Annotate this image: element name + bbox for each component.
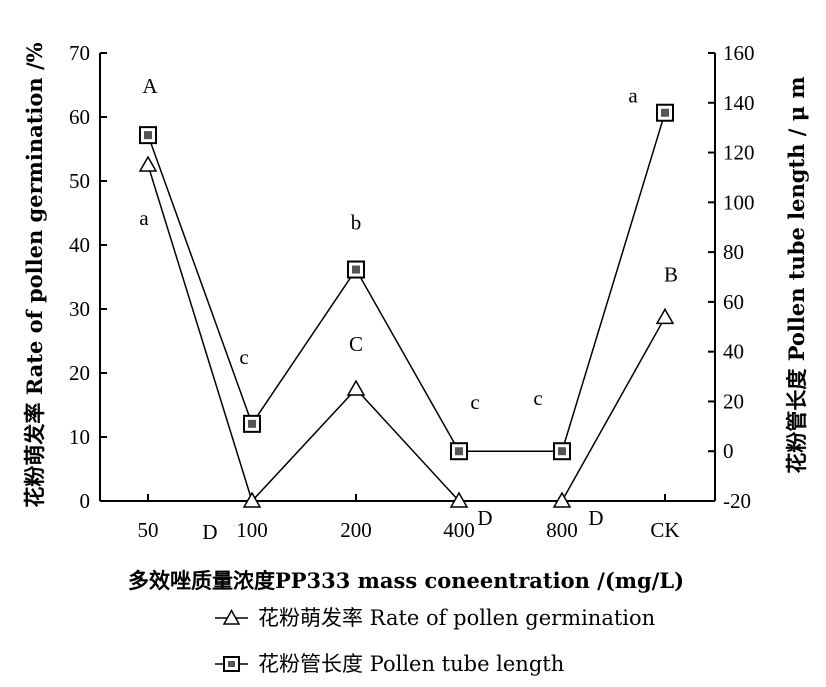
y-tick-label-left: 40	[69, 233, 90, 257]
germination-point	[655, 307, 675, 325]
y-axis-title-right: 花粉管长度 Pollen tube length / μ m	[784, 76, 809, 473]
y-tick-label-left: 0	[80, 489, 91, 513]
y-tick-label-left: 50	[69, 169, 90, 193]
germination-point	[346, 379, 366, 396]
legend-label-germination: 花粉萌发率 Rate of pollen germination	[258, 606, 655, 630]
x-tick-label: CK	[650, 518, 679, 542]
germination-significance-label: D	[477, 506, 492, 530]
y-tick-label-right: 20	[723, 389, 744, 413]
y-tick-label-left: 30	[69, 297, 90, 321]
tube-length-significance-label: c	[533, 386, 542, 410]
tube-length-point-fill	[352, 265, 360, 274]
right-tick-group: -20 0 20 40 60 80 100 120 140 160	[708, 41, 755, 513]
x-tick-label: 400	[443, 518, 475, 542]
germination-significance-label: D	[588, 506, 603, 530]
y-tick-label-left: 10	[69, 425, 90, 449]
y-tick-label-right: 80	[723, 240, 744, 264]
y-tick-label-right: 40	[723, 340, 744, 364]
tube-length-point-fill	[455, 447, 463, 456]
series-lines	[147, 112, 666, 503]
y-tick-label-right: 120	[723, 141, 755, 165]
x-tick-label: 200	[340, 518, 372, 542]
y-tick-label-right: -20	[723, 489, 751, 513]
tube-length-point-fill	[144, 131, 152, 140]
series-line-germination	[147, 164, 666, 503]
tube-length-point-fill	[661, 108, 669, 117]
tube-length-significance-label: a	[628, 84, 638, 108]
y-axis-title-left: 花粉萌发率 Rate of pollen germination /%	[22, 42, 47, 507]
germination-significance-label: a	[139, 206, 149, 230]
axes	[99, 53, 716, 502]
legend-item-germination: 花粉萌发率 Rate of pollen germination	[215, 606, 655, 630]
tube-length-significance-label: A	[142, 74, 158, 98]
legend: 花粉萌发率 Rate of pollen germination 花粉管长度 P…	[215, 606, 655, 676]
y-tick-label-left: 70	[69, 41, 90, 65]
x-tick-group: 50 100 200 400 800 CK	[138, 494, 680, 542]
significance-labels: a D C D D B Ac b c c a	[139, 74, 678, 544]
x-tick-label: 100	[236, 518, 268, 542]
y-tick-label-right: 140	[723, 91, 755, 115]
tube-length-point-fill	[558, 447, 566, 456]
y-tick-label-left: 60	[69, 105, 90, 129]
y-tick-label-right: 0	[723, 439, 734, 463]
legend-square-marker-fill	[228, 661, 235, 667]
germination-point	[138, 155, 158, 172]
x-tick-label: 50	[138, 518, 159, 542]
left-tick-group: 0 10 20 30 40 50 60 70	[69, 41, 107, 513]
germination-point	[552, 491, 572, 508]
series-line-tube-length	[147, 112, 666, 452]
germination-significance-label: B	[664, 262, 678, 286]
y-tick-label-right: 100	[723, 190, 755, 214]
series-markers	[138, 103, 675, 508]
legend-item-tube-length: 花粉管长度 Pollen tube length	[215, 652, 564, 676]
y-tick-label-left: 20	[69, 361, 90, 385]
tube-length-significance-label: b	[351, 211, 362, 235]
y-tick-label-right: 60	[723, 290, 744, 314]
x-tick-label: 800	[546, 518, 578, 542]
x-axis-title: 多效唑质量浓度PP333 mass coneentration /(mg/L)	[128, 568, 684, 593]
legend-triangle-marker	[222, 608, 241, 625]
y-tick-label-right: 160	[723, 41, 755, 65]
germination-point	[242, 491, 262, 508]
tube-length-significance-label: c	[239, 345, 248, 369]
germination-significance-label: C	[349, 332, 363, 356]
germination-point	[449, 491, 469, 508]
legend-label-tube-length: 花粉管长度 Pollen tube length	[258, 652, 564, 676]
germination-significance-label: D	[202, 520, 217, 544]
tube-length-point-fill	[248, 419, 256, 428]
tube-length-significance-label: c	[470, 390, 479, 414]
